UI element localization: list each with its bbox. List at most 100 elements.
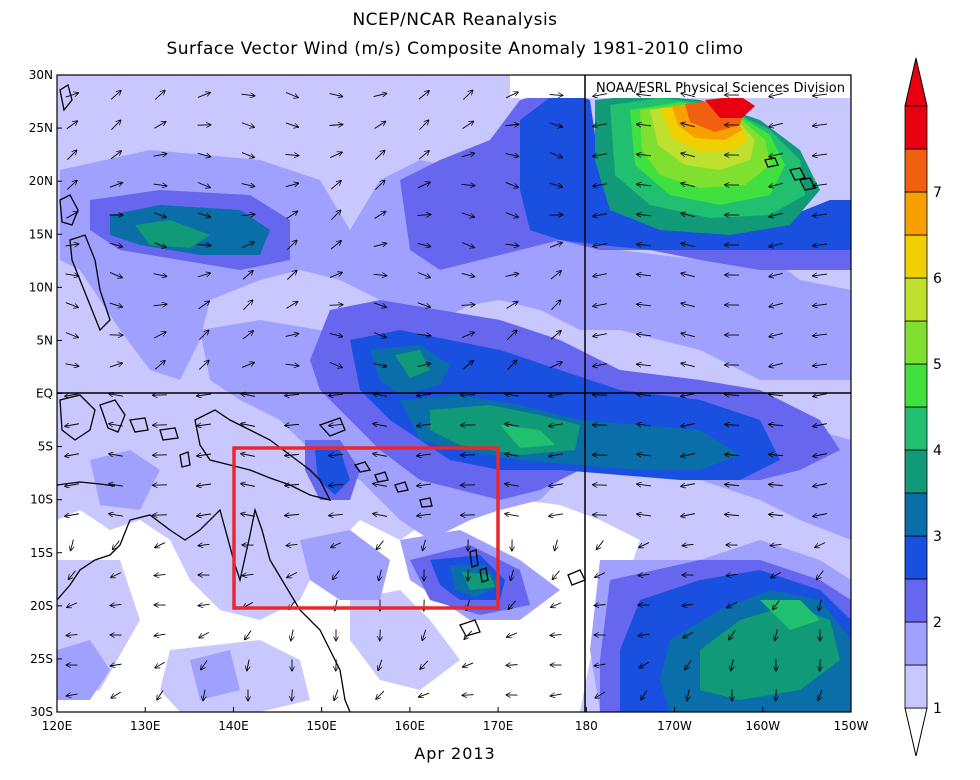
chart-subtitle: Surface Vector Wind (m/s) Composite Anom… <box>166 39 744 59</box>
wind-vector <box>769 272 783 276</box>
wind-vector <box>505 124 519 125</box>
wind-vector <box>65 454 79 456</box>
wind-vector <box>374 211 386 219</box>
wind-vector <box>285 424 300 425</box>
wind-vector <box>681 394 695 397</box>
wind-vector <box>197 93 210 98</box>
wind-vector <box>817 570 824 580</box>
wind-vector <box>418 91 429 100</box>
wind-vector <box>813 184 828 186</box>
wind-vector <box>329 333 343 336</box>
wind-vector <box>506 302 517 309</box>
lon-label: 130E <box>130 719 161 733</box>
wind-vector <box>593 334 607 337</box>
colorbar-label: 6 <box>933 271 942 287</box>
wind-vector <box>639 634 650 636</box>
wind-vector <box>109 394 123 396</box>
wind-vector <box>285 394 300 395</box>
wind-vector <box>681 123 695 128</box>
wind-vector <box>637 244 652 246</box>
wind-vector <box>111 120 120 130</box>
wind-vector <box>153 184 167 186</box>
wind-vector <box>285 122 298 127</box>
wind-vector <box>813 154 828 156</box>
wind-vector <box>505 212 518 217</box>
wind-vector <box>287 572 298 578</box>
wind-vector <box>329 514 344 515</box>
wind-vector <box>373 394 387 397</box>
wind-vector <box>463 90 472 100</box>
colorbar-swatch <box>904 277 928 322</box>
wind-vector <box>461 212 474 217</box>
wind-vector <box>331 542 342 548</box>
wind-vector <box>241 424 255 427</box>
wind-vector <box>417 302 430 307</box>
wind-vector <box>776 689 777 701</box>
wind-vector <box>65 364 79 366</box>
wind-vector <box>199 544 210 545</box>
wind-vector <box>286 211 298 220</box>
lat-label: 5N <box>36 333 53 347</box>
wind-vector <box>197 182 210 187</box>
wind-vector <box>505 154 519 157</box>
latitude-axis: 30N 25N 20N 15N 10N 5N EQ 5S 10S 15S 20S 25S 30S <box>29 68 62 719</box>
wind-vector <box>727 602 738 607</box>
colorbar-swatch <box>904 406 928 451</box>
wind-vector <box>373 332 386 338</box>
wind-vector <box>285 154 299 155</box>
wind-vector <box>241 484 255 487</box>
wind-vector <box>549 514 563 516</box>
wind-vector <box>637 184 652 186</box>
wind-vector <box>154 332 166 339</box>
wind-vector <box>329 124 343 125</box>
wind-vector <box>109 514 123 516</box>
wind-vector <box>681 484 695 487</box>
wind-vector <box>681 153 695 158</box>
wind-vector <box>769 182 783 186</box>
wind-vector <box>813 274 828 276</box>
wind-vector <box>379 569 382 581</box>
wind-vector <box>637 364 652 366</box>
wind-vector <box>461 242 474 247</box>
wind-vector <box>462 121 474 129</box>
wind-vector <box>461 305 475 306</box>
wind-vector <box>241 514 255 517</box>
wind-vector <box>69 570 76 580</box>
wind-vector <box>375 150 384 160</box>
wind-vector <box>549 362 562 369</box>
colorbar-swatch <box>904 664 928 709</box>
credit-box <box>510 76 850 98</box>
wind-vector <box>419 692 430 697</box>
wind-vector <box>197 514 211 516</box>
wind-vector <box>285 514 300 515</box>
wind-vector <box>771 544 782 545</box>
colorbar-label: 1 <box>933 701 942 717</box>
wind-vector <box>197 424 211 426</box>
wind-vector <box>731 659 733 671</box>
wind-vector <box>725 394 740 395</box>
lat-label: 30N <box>29 68 53 82</box>
wind-vector <box>373 243 387 246</box>
wind-vector <box>769 302 783 306</box>
wind-vector <box>505 514 519 516</box>
wind-vector <box>637 394 651 396</box>
wind-vector <box>373 93 387 96</box>
wind-vector <box>329 305 343 306</box>
wind-vector <box>373 274 387 275</box>
wind-vector <box>285 454 300 455</box>
lon-label: 160E <box>395 719 426 733</box>
wind-vector <box>153 274 167 277</box>
wind-vector <box>771 572 782 578</box>
wind-vector <box>241 94 255 96</box>
wind-vector <box>111 691 121 698</box>
wind-vector <box>639 542 650 548</box>
wind-vector <box>769 484 784 485</box>
wind-vector <box>507 360 516 370</box>
wind-vector <box>417 394 431 396</box>
wind-vector <box>329 362 342 367</box>
lon-label: 150W <box>834 719 869 733</box>
wind-vector <box>417 215 431 216</box>
colorbar-swatch <box>904 320 928 365</box>
wind-vector <box>595 604 606 605</box>
wind-vector <box>417 363 431 366</box>
